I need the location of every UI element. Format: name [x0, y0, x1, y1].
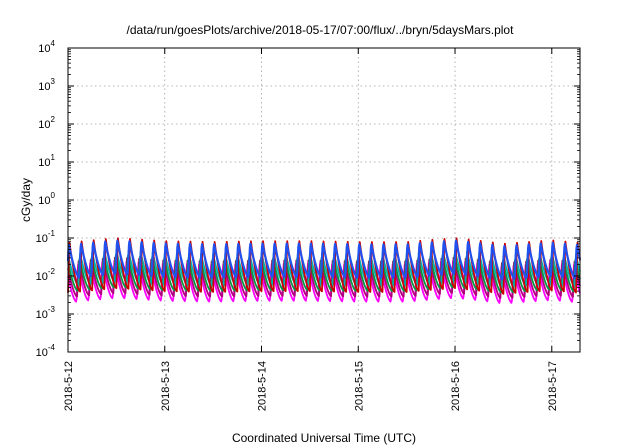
y-tick-label: 10-4 — [36, 343, 56, 359]
y-axis-title: cGy/day — [19, 178, 33, 222]
axis-ticks — [67, 47, 580, 353]
y-tick-label: 103 — [38, 77, 55, 93]
series-group — [66, 237, 582, 304]
y-tick-label: 100 — [38, 191, 55, 207]
series-line — [66, 239, 582, 281]
x-tick-label: 2018-5-16 — [450, 361, 462, 411]
x-tick-labels: 2018-5-12 2018-5-13 2018-5-14 2018-5-15 2018… — [63, 361, 559, 411]
y-tick-label: 101 — [38, 153, 55, 169]
chart-title: /data/run/goesPlots/archive/2018-05-17/0… — [127, 23, 515, 37]
x-tick-label: 2018-5-15 — [353, 361, 365, 411]
grid — [68, 48, 580, 352]
x-tick-label: 2018-5-14 — [257, 361, 269, 411]
y-tick-label: 102 — [38, 115, 55, 131]
y-tick-label: 10-1 — [36, 229, 56, 245]
x-tick-label: 2018-5-17 — [547, 361, 559, 411]
y-tick-label: 10-2 — [36, 267, 56, 283]
y-tick-labels: 10-4 10-3 10-2 10-1 100 101 102 103 104 — [36, 39, 56, 359]
x-tick-label: 2018-5-12 — [63, 361, 75, 411]
y-tick-label: 104 — [38, 39, 55, 55]
x-tick-label: 2018-5-13 — [160, 361, 172, 411]
x-axis-title: Coordinated Universal Time (UTC) — [232, 431, 416, 445]
y-tick-label: 10-3 — [36, 305, 56, 321]
